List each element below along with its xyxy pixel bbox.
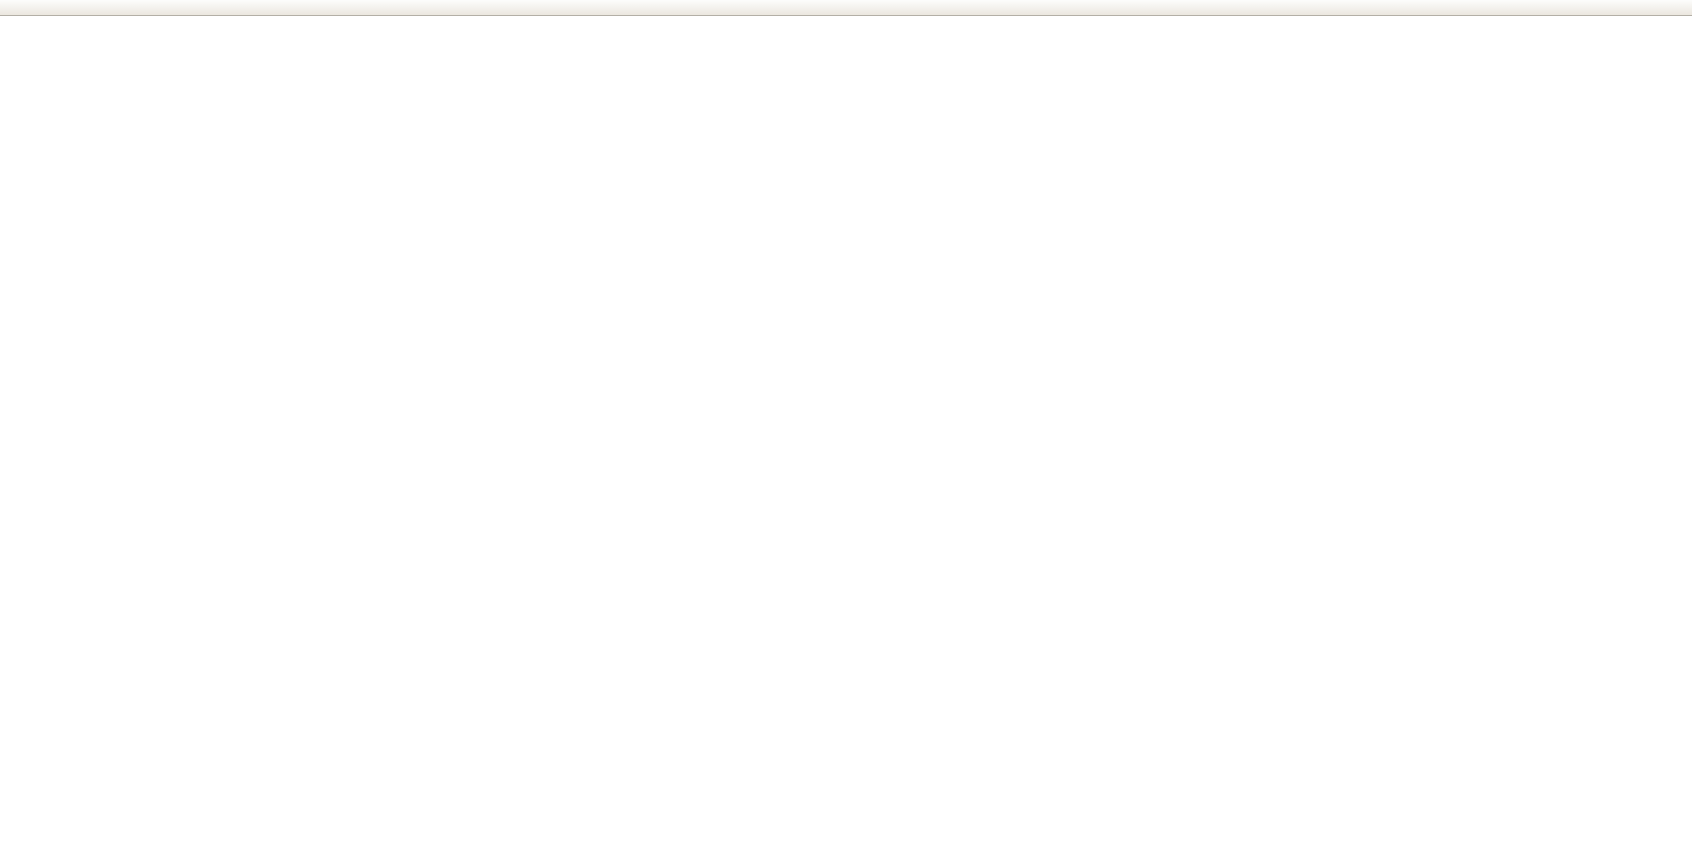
main-toolbar [0,0,1692,16]
